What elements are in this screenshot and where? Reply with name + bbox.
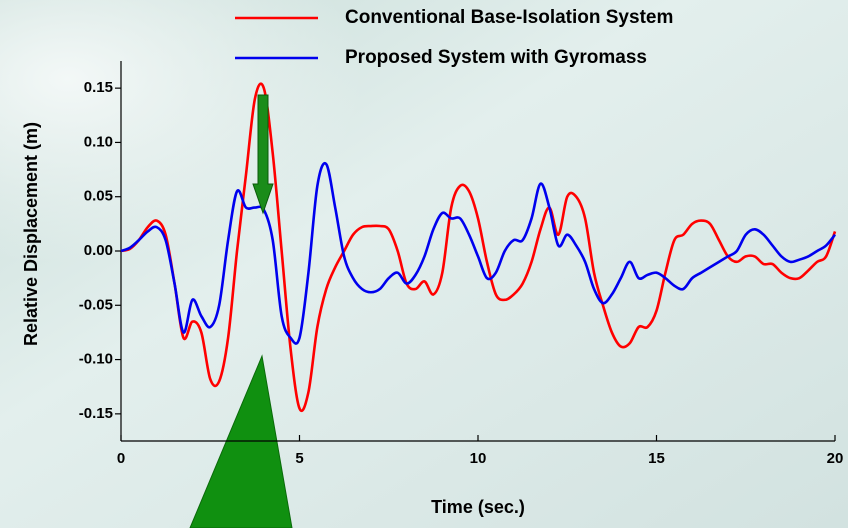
y-tick-label: 0.05 [84, 188, 113, 205]
y-tick-label: -0.05 [79, 296, 113, 313]
plot-area: 0.15 0.10 0.05 0.00 -0.05 -0.10 -0.15 0 5 10 15 20 [79, 61, 844, 467]
y-axis-title: Relative Displacement (m) [21, 122, 41, 346]
y-tick-label: 0.15 [84, 79, 113, 96]
y-tick-label: -0.10 [79, 351, 113, 368]
x-tick-label: 0 [117, 450, 125, 467]
x-tick-label: 10 [470, 450, 487, 467]
y-tick-label: 0.00 [84, 242, 113, 259]
y-tick-label: -0.15 [79, 405, 113, 422]
data-line [120, 82, 837, 413]
x-tick-label: 5 [295, 450, 303, 467]
x-tick-label: 20 [827, 450, 844, 467]
x-axis-title: Time (sec.) [431, 497, 525, 517]
legend-label: Proposed System with Gyromass [345, 47, 647, 68]
data-line [120, 161, 837, 345]
legend-label: Conventional Base-Isolation System [345, 7, 673, 28]
annotation-arrow [252, 94, 274, 215]
x-tick-label: 15 [648, 450, 665, 467]
annotation-triangle [189, 354, 293, 528]
y-tick-label: 0.10 [84, 133, 113, 150]
